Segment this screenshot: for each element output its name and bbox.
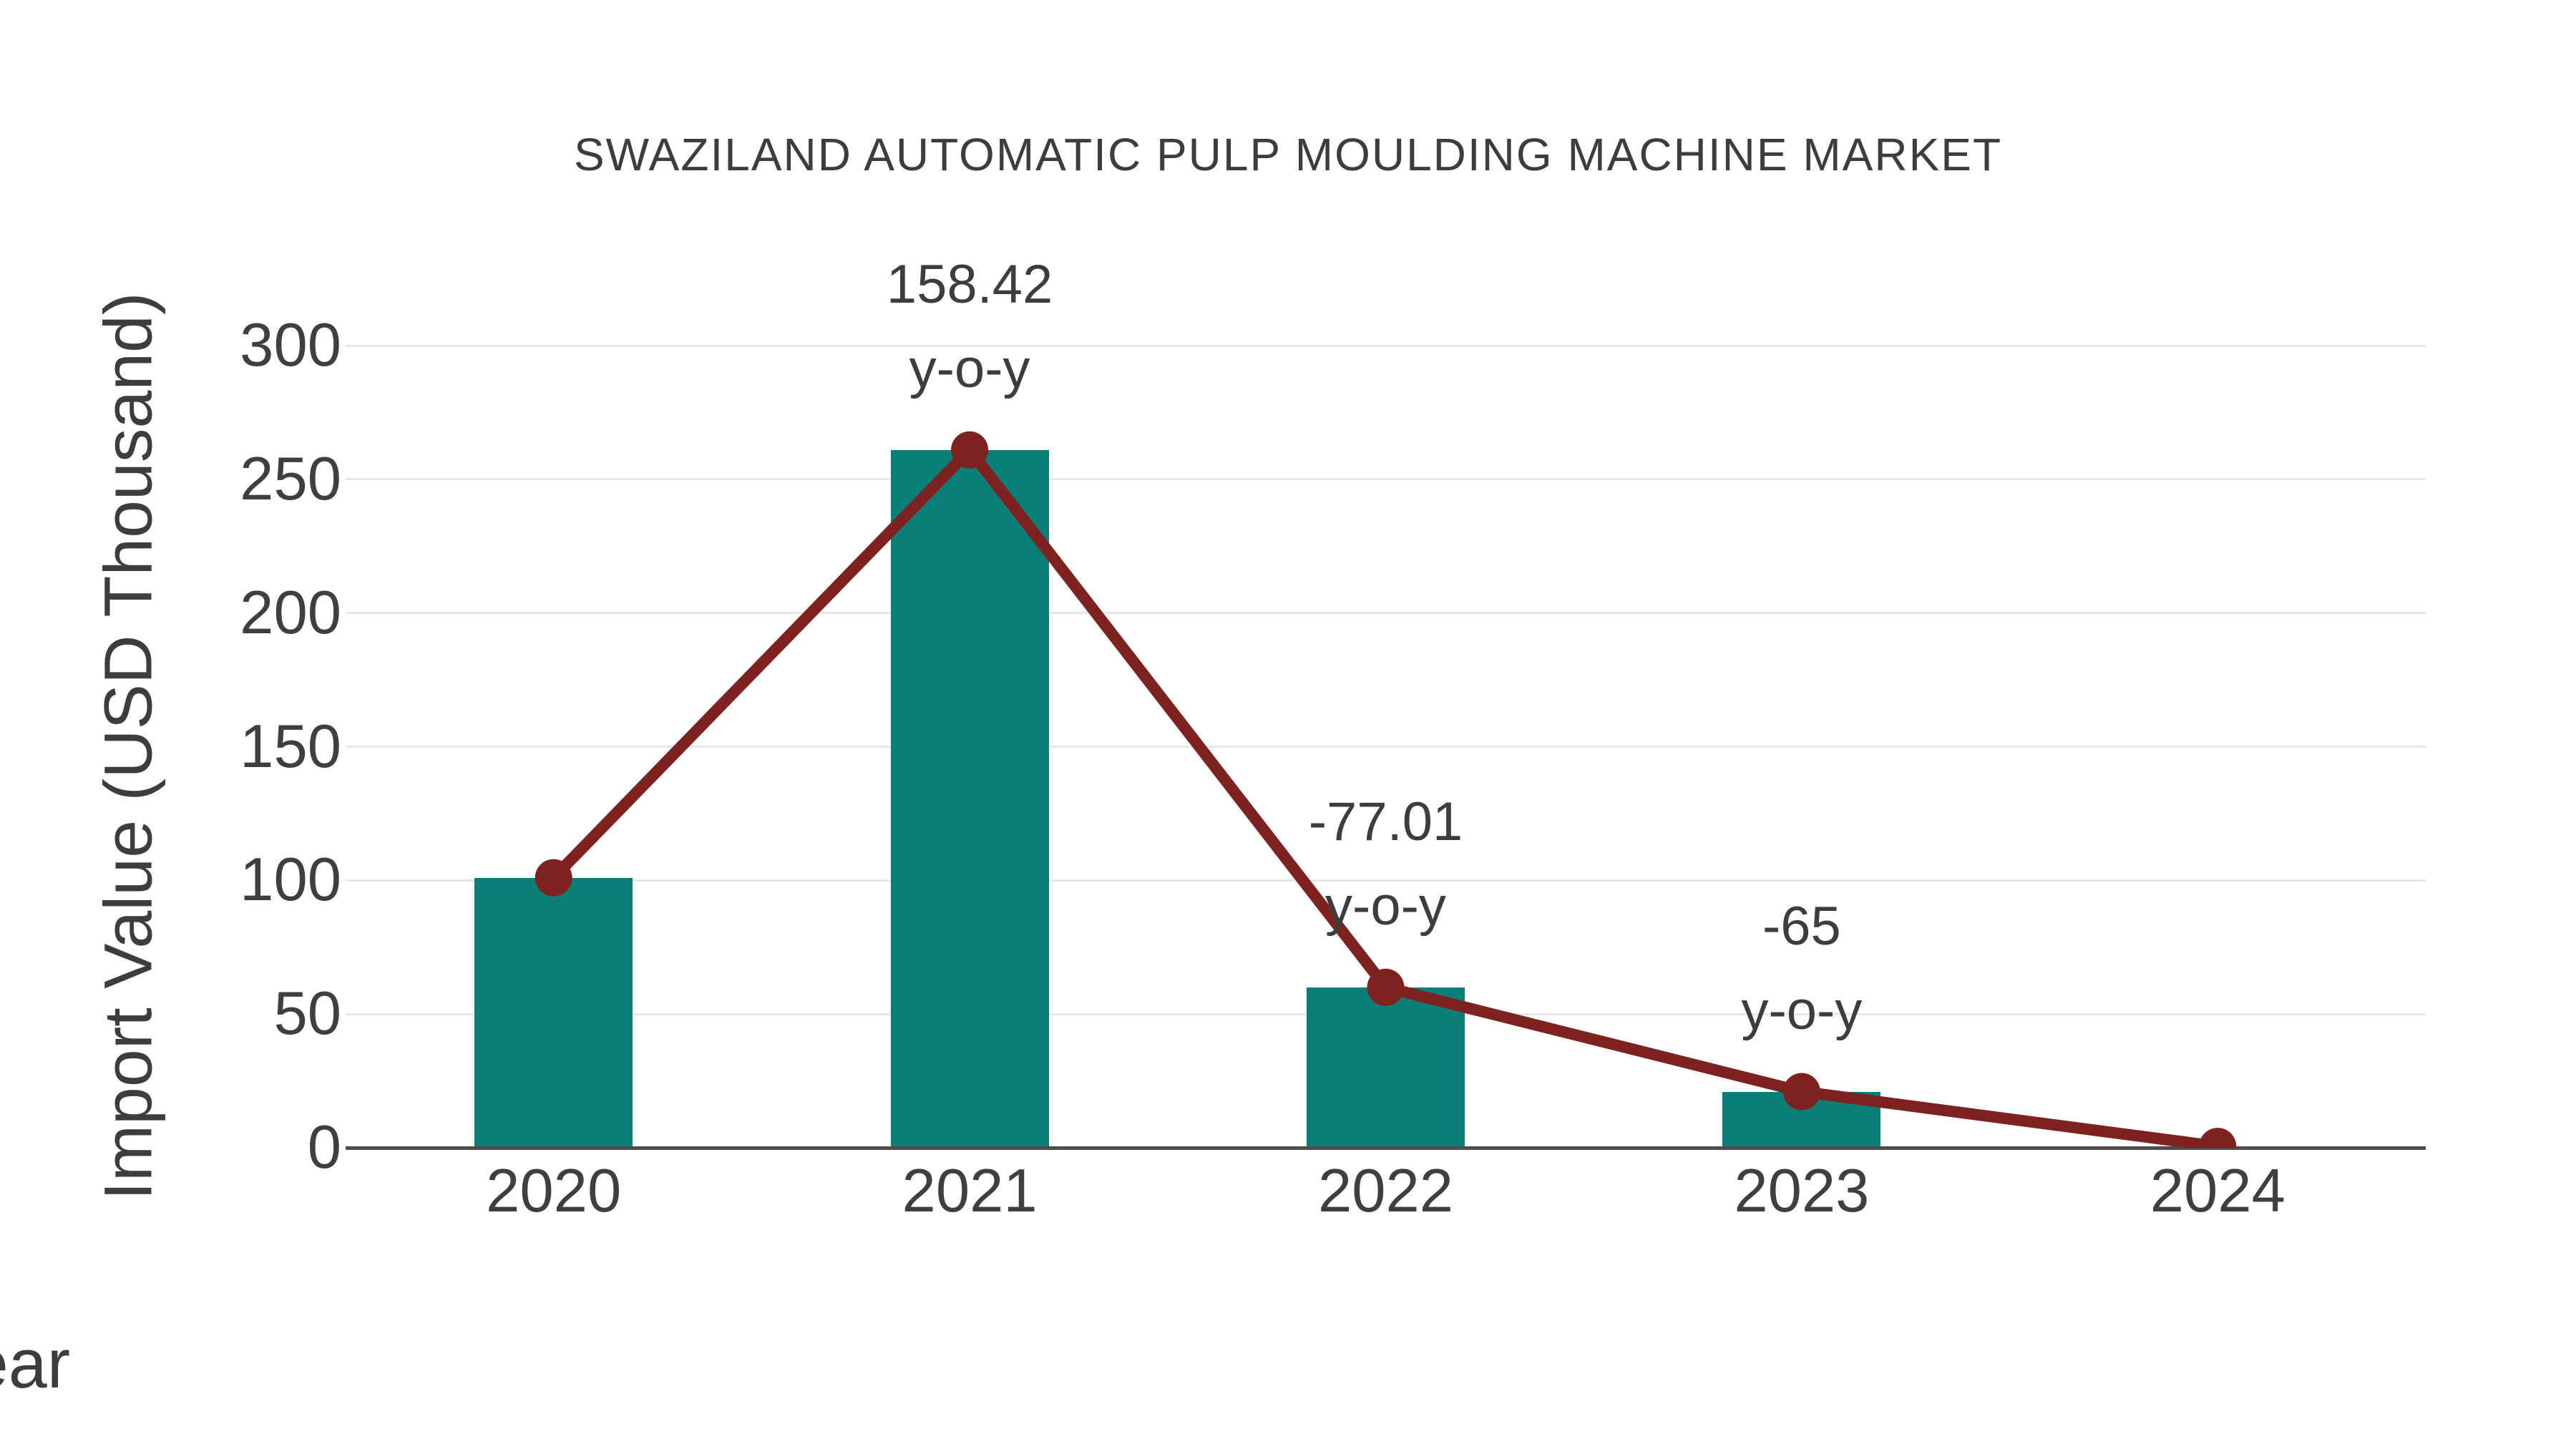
data-point-marker: [951, 431, 989, 469]
annotation-suffix: y-o-y: [1325, 875, 1446, 937]
y-tick-label: 100: [240, 846, 341, 914]
y-tick-label: 300: [240, 311, 341, 379]
bar: [890, 449, 1049, 1148]
yoy-annotation: -65 y-o-y: [1741, 884, 1862, 1053]
x-tick-label: 2023: [1734, 1157, 1870, 1225]
gridline: [346, 879, 2426, 882]
gridline: [346, 478, 2426, 481]
annotation-suffix: y-o-y: [1741, 980, 1863, 1041]
y-tick-label: 50: [273, 980, 341, 1048]
x-tick-label: 2020: [486, 1157, 622, 1225]
annotation-value: 158.42: [886, 253, 1053, 315]
y-tick-label: 150: [240, 712, 341, 781]
annotation-value: -77.01: [1308, 791, 1463, 852]
x-tick-label: 2022: [1317, 1157, 1454, 1225]
y-tick-label: 250: [240, 444, 341, 513]
yoy-annotation: 158.42 y-o-y: [887, 243, 1053, 411]
gridline: [346, 746, 2426, 748]
annotation-suffix: y-o-y: [909, 338, 1030, 399]
gridline: [346, 344, 2426, 347]
y-tick-label: 200: [240, 578, 341, 647]
gridline: [346, 612, 2426, 615]
x-tick-label: 2021: [902, 1157, 1038, 1225]
x-axis-title: Year: [0, 1324, 70, 1402]
trend-line-layer: [535, 431, 2237, 1148]
data-point-marker: [535, 859, 572, 897]
bar: [1307, 987, 1465, 1148]
x-tick-label: 2024: [2150, 1157, 2285, 1225]
data-point-marker: [1367, 968, 1405, 1006]
yoy-annotation: -77.01 y-o-y: [1309, 780, 1463, 949]
data-point-marker: [1782, 1073, 1820, 1111]
data-point-marker: [2199, 1128, 2237, 1148]
bar: [474, 877, 633, 1148]
chart-title: SWAZILAND AUTOMATIC PULP MOULDING MACHIN…: [573, 129, 2003, 180]
annotation-value: -65: [1762, 895, 1841, 957]
x-axis-line: [346, 1146, 2426, 1150]
y-tick-label: 0: [307, 1113, 341, 1181]
